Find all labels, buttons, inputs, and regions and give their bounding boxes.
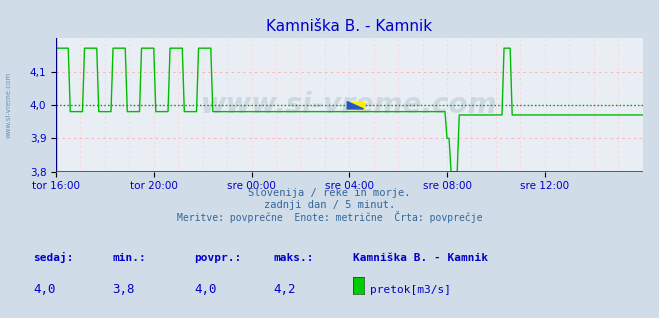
Bar bbox=[347, 102, 364, 109]
Text: 4,0: 4,0 bbox=[194, 283, 217, 295]
Text: zadnji dan / 5 minut.: zadnji dan / 5 minut. bbox=[264, 200, 395, 210]
Text: 3,8: 3,8 bbox=[112, 283, 134, 295]
Text: www.si-vreme.com: www.si-vreme.com bbox=[201, 91, 498, 119]
Text: sedaj:: sedaj: bbox=[33, 252, 73, 263]
Text: povpr.:: povpr.: bbox=[194, 253, 242, 263]
Polygon shape bbox=[347, 102, 364, 109]
Text: Kamniška B. - Kamnik: Kamniška B. - Kamnik bbox=[353, 253, 488, 263]
Title: Kamniška B. - Kamnik: Kamniška B. - Kamnik bbox=[266, 19, 432, 34]
Text: maks.:: maks.: bbox=[273, 253, 314, 263]
Text: 4,2: 4,2 bbox=[273, 283, 296, 295]
Text: 4,0: 4,0 bbox=[33, 283, 55, 295]
Text: min.:: min.: bbox=[112, 253, 146, 263]
Text: Slovenija / reke in morje.: Slovenija / reke in morje. bbox=[248, 188, 411, 197]
Text: www.si-vreme.com: www.si-vreme.com bbox=[5, 72, 11, 138]
Text: pretok[m3/s]: pretok[m3/s] bbox=[370, 285, 451, 294]
Text: Meritve: povprečne  Enote: metrične  Črta: povprečje: Meritve: povprečne Enote: metrične Črta:… bbox=[177, 211, 482, 223]
